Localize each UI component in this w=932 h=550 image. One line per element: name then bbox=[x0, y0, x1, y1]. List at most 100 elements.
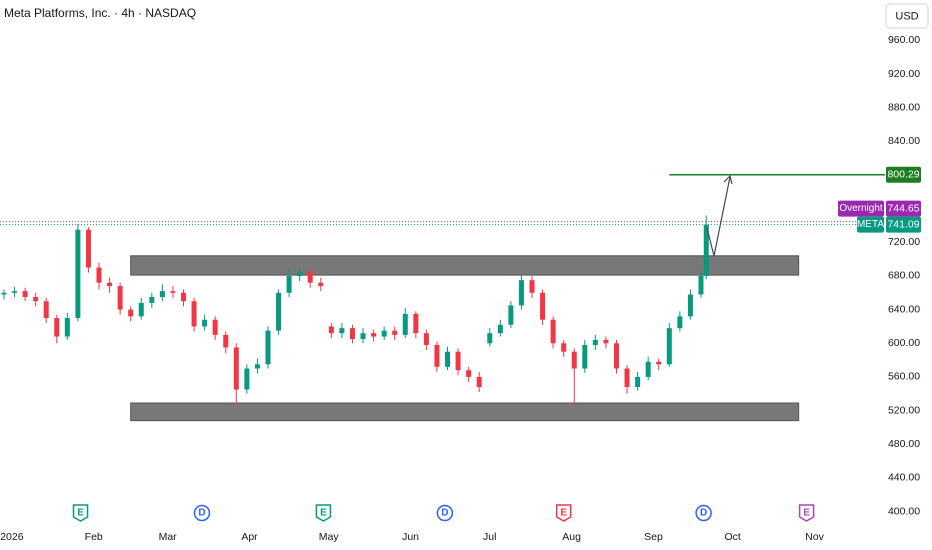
y-tick-label: 840.00 bbox=[888, 135, 920, 147]
x-tick-label: Apr bbox=[241, 531, 258, 543]
y-tick-label: 520.00 bbox=[888, 404, 920, 416]
candle-body bbox=[487, 333, 493, 344]
candle-body bbox=[202, 319, 208, 327]
y-tick-label: 480.00 bbox=[888, 438, 920, 450]
candle-body bbox=[476, 376, 482, 388]
candle-body bbox=[402, 313, 408, 335]
candle-body bbox=[445, 351, 451, 367]
candle-body bbox=[645, 361, 651, 377]
last-name-box bbox=[857, 216, 884, 233]
candle-body bbox=[1, 292, 7, 295]
overnight-name: Overnight bbox=[839, 203, 883, 214]
x-tick-label: Jul bbox=[483, 531, 496, 543]
y-tick-label: 560.00 bbox=[888, 371, 920, 383]
x-tick-label: Feb bbox=[85, 531, 103, 543]
candle-body bbox=[180, 292, 186, 302]
candle-body bbox=[265, 330, 271, 365]
event-label: E bbox=[803, 508, 810, 519]
x-tick-label: May bbox=[319, 531, 340, 543]
zone bbox=[130, 255, 800, 276]
candle-body bbox=[244, 368, 250, 390]
candle-body bbox=[687, 294, 693, 317]
event-icon bbox=[72, 504, 89, 522]
candle-body bbox=[677, 316, 683, 329]
zone bbox=[130, 402, 800, 422]
candle-body bbox=[497, 324, 503, 334]
candle-body bbox=[128, 309, 134, 317]
candle-body bbox=[159, 291, 165, 297]
x-tick-label: Jun bbox=[402, 531, 419, 543]
x-tick-label: Oct bbox=[724, 531, 740, 543]
candle-body bbox=[54, 318, 60, 337]
candle-body bbox=[508, 305, 514, 325]
chart-title: Meta Platforms, Inc. · 4h · NASDAQ bbox=[4, 6, 196, 20]
candle-body bbox=[381, 330, 387, 337]
y-tick-label: 920.00 bbox=[888, 68, 920, 80]
candle-body bbox=[149, 296, 155, 303]
candle-body bbox=[540, 292, 546, 320]
y-tick-label: 640.00 bbox=[888, 303, 920, 315]
candle-body bbox=[96, 267, 102, 283]
candle-body bbox=[22, 291, 28, 297]
candle-body bbox=[254, 364, 260, 369]
event-label: D bbox=[198, 508, 205, 519]
candle-body bbox=[550, 319, 556, 344]
currency-label[interactable]: USD bbox=[895, 10, 918, 22]
candle-body bbox=[434, 344, 440, 367]
target-label: 800.29 bbox=[887, 169, 919, 181]
currency-button[interactable] bbox=[885, 3, 929, 29]
event-label: E bbox=[560, 508, 567, 519]
candle-body bbox=[286, 275, 292, 293]
event-label: E bbox=[77, 508, 84, 519]
candle-body bbox=[656, 361, 662, 365]
y-tick-label: 440.00 bbox=[888, 472, 920, 484]
candle-body bbox=[703, 224, 709, 276]
y-tick-label: 400.00 bbox=[888, 505, 920, 517]
candle-body bbox=[170, 291, 176, 293]
event-icon bbox=[798, 504, 815, 522]
candle-body bbox=[191, 301, 197, 327]
overnight-name-box bbox=[838, 200, 884, 217]
candle-body bbox=[85, 229, 91, 268]
candle-body bbox=[43, 301, 49, 319]
candle-body bbox=[592, 339, 598, 345]
candle-body bbox=[582, 344, 588, 369]
candle-body bbox=[413, 313, 419, 334]
plot: 400.00 440.00 480.00 520.00 560.00 600.00 640.… bbox=[0, 34, 920, 543]
candle-body bbox=[392, 330, 398, 335]
arrow bbox=[706, 176, 731, 257]
candle-body bbox=[276, 292, 282, 331]
event-icon bbox=[695, 504, 712, 522]
last-name: META bbox=[857, 219, 884, 230]
y-tick-label: 880.00 bbox=[888, 101, 920, 113]
event-icon bbox=[436, 504, 454, 522]
event-label: E bbox=[320, 508, 327, 519]
candle-body bbox=[297, 271, 303, 276]
candle-body bbox=[529, 280, 535, 293]
candle-body bbox=[666, 328, 672, 365]
event-icon bbox=[315, 504, 332, 522]
y-tick-label: 720.00 bbox=[888, 236, 920, 248]
candle-body bbox=[698, 275, 704, 295]
candle-body bbox=[318, 282, 324, 287]
candle-body bbox=[328, 326, 334, 334]
target-label-box bbox=[886, 166, 921, 183]
y-tick-label: 960.00 bbox=[888, 34, 920, 46]
x-tick-label: Aug bbox=[562, 531, 581, 543]
candle-body bbox=[212, 319, 218, 335]
candle-body bbox=[64, 318, 70, 337]
candle-body bbox=[307, 271, 313, 283]
x-tick-label: Mar bbox=[159, 531, 178, 543]
candle-body bbox=[423, 333, 429, 345]
candle-body bbox=[455, 351, 461, 371]
last-price: 741.09 bbox=[887, 218, 919, 230]
candle-body bbox=[349, 328, 355, 340]
candle-body bbox=[75, 229, 81, 319]
x-tick-label: Sep bbox=[644, 531, 663, 543]
x-tick-label: 2026 bbox=[0, 531, 24, 543]
y-tick-label: 600.00 bbox=[888, 337, 920, 349]
candle-body bbox=[138, 302, 144, 317]
candle-body bbox=[561, 343, 567, 352]
